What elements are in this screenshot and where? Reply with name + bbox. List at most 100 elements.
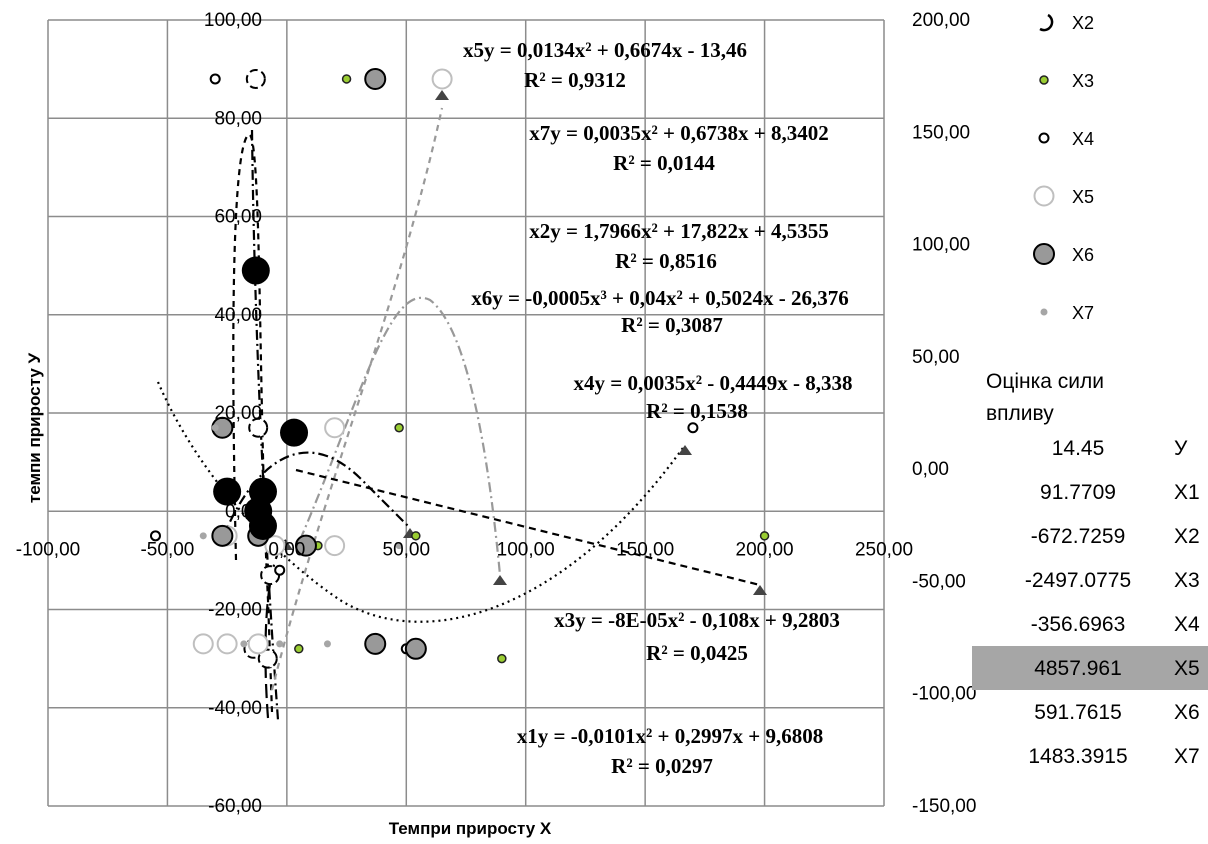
x4-data-point — [274, 564, 286, 576]
trendline-equations: x5y = 0,0134x² + 0,6674x - 13,46 R² = 0,9… — [463, 38, 852, 778]
trendline — [295, 468, 761, 587]
x3-data-point — [497, 653, 507, 664]
y-left-tick-label: 20,00 — [214, 403, 262, 424]
score-value: 4857.961 — [1034, 657, 1122, 680]
score-value: 91.7709 — [1040, 481, 1116, 504]
x3-data-point — [341, 74, 352, 84]
score-table-title: Оцінка сили — [986, 370, 1104, 393]
trendline-arrowhead — [493, 575, 507, 585]
score-value: -672.7259 — [1031, 525, 1126, 548]
r-squared-x7: R² = 0,0144 — [613, 151, 715, 175]
trendline — [298, 296, 502, 576]
y-right-tick-label: -50,00 — [912, 571, 966, 592]
extra-data-point — [241, 256, 270, 285]
x6-data-point — [294, 534, 317, 557]
score-table: Оцінка сили впливу 14.45 У 91.7709 X1 -672.725… — [972, 370, 1208, 768]
score-row-highlight — [972, 646, 1208, 690]
legend-label-x7: X7 — [1072, 303, 1094, 323]
equation-x5: x5y = 0,0134x² + 0,6674x - 13,46 — [463, 38, 747, 62]
x-tick-label: 200,00 — [736, 539, 794, 560]
r-squared-x2: R² = 0,8516 — [615, 249, 717, 273]
x7-data-point — [211, 424, 219, 432]
legend-marker-x5 — [1033, 185, 1055, 207]
r-squared-x6: R² = 0,3087 — [621, 313, 723, 337]
x5-data-point — [216, 633, 238, 655]
score-value: -356.6963 — [1031, 613, 1126, 636]
y-right-tick-label: 100,00 — [912, 235, 970, 256]
x3-data-point — [294, 644, 304, 654]
legend-marker-x3 — [1039, 75, 1049, 85]
x4-data-point — [209, 73, 221, 85]
x-tick-label: 150,00 — [616, 539, 674, 560]
r-squared-x5: R² = 0,9312 — [524, 68, 626, 92]
x3-data-point — [394, 422, 404, 433]
y-left-tick-label: 60,00 — [214, 207, 262, 228]
y-right-tick-label: 0,00 — [912, 459, 949, 480]
score-label: У — [1174, 437, 1188, 460]
x2-data-point — [245, 68, 266, 89]
legend: X2 X3 X4 X5 X6 X7 — [1033, 13, 1094, 323]
x2-data-point — [248, 417, 269, 438]
trendline-arrowhead — [753, 585, 767, 595]
equation-x3: x3y = -8E-05x² - 0,108x + 9,2803 — [554, 608, 840, 632]
data-points — [149, 67, 770, 669]
x7-data-point — [240, 640, 248, 648]
x-tick-label: 0,00 — [268, 539, 305, 560]
extra-data-point — [280, 418, 309, 447]
trendline-arrowhead — [435, 90, 449, 100]
y-left-tick-label: 40,00 — [214, 305, 262, 326]
x5-data-point — [264, 535, 286, 557]
x-axis-title: Темпри приросту Х — [389, 819, 552, 838]
x7-data-point — [323, 640, 331, 648]
score-table-title: впливу — [986, 402, 1054, 425]
score-value: -2497.0775 — [1025, 569, 1131, 592]
x6-data-point — [364, 67, 387, 90]
score-label: X4 — [1174, 613, 1200, 636]
trendline — [156, 381, 686, 623]
y-left-tick-label: -40,00 — [208, 698, 262, 719]
x-tick-label: 50,00 — [383, 539, 431, 560]
equation-x4: x4y = 0,0035x² - 0,4449x - 8,338 — [574, 371, 853, 395]
x7-data-point — [276, 640, 284, 648]
y-right-tick-label: 200,00 — [912, 10, 970, 31]
x-tick-label: 250,00 — [855, 539, 913, 560]
x4-data-point — [149, 530, 161, 542]
x-tick-label: -50,00 — [140, 539, 194, 560]
score-label: X6 — [1174, 701, 1200, 724]
x5-data-point — [324, 535, 346, 557]
x6-data-point — [404, 637, 427, 660]
r-squared-x3: R² = 0,0425 — [646, 641, 748, 665]
legend-label-x3: X3 — [1072, 71, 1094, 91]
score-label: X3 — [1174, 569, 1200, 592]
x5-data-point — [192, 633, 214, 655]
y-left-tick-label: 100,00 — [204, 10, 262, 31]
legend-marker-x4 — [1038, 132, 1050, 144]
x7-data-point — [395, 542, 403, 550]
y-right-tick-label: 150,00 — [912, 122, 970, 143]
score-value: 591.7615 — [1034, 701, 1122, 724]
x-tick-label: -100,00 — [16, 539, 80, 560]
gridlines — [47, 19, 885, 807]
x3-data-point — [411, 531, 421, 541]
legend-label-x6: X6 — [1072, 245, 1094, 265]
extra-data-point — [248, 511, 277, 540]
x5-data-point — [431, 68, 453, 90]
y-left-tick-label: -60,00 — [208, 796, 262, 817]
y-axis-title: темпи приросту У — [25, 352, 44, 503]
legend-marker-x6 — [1033, 243, 1055, 265]
x5-data-point — [324, 417, 346, 439]
trendline — [270, 107, 444, 691]
score-value: 14.45 — [1052, 437, 1105, 460]
x7-data-point — [199, 532, 207, 540]
y-left-tick-label: 80,00 — [214, 108, 262, 129]
tick-labels: -100,00 -50,00 0,00 50,00 100,00 150,00 200,00… — [16, 10, 977, 817]
score-label: X2 — [1174, 525, 1200, 548]
legend-marker-x2 — [1039, 13, 1054, 32]
score-label: X1 — [1174, 481, 1200, 504]
score-label: X7 — [1174, 745, 1200, 768]
legend-marker-x7 — [1040, 308, 1048, 316]
y-right-tick-label: 50,00 — [912, 347, 960, 368]
extra-data-point — [213, 477, 242, 506]
